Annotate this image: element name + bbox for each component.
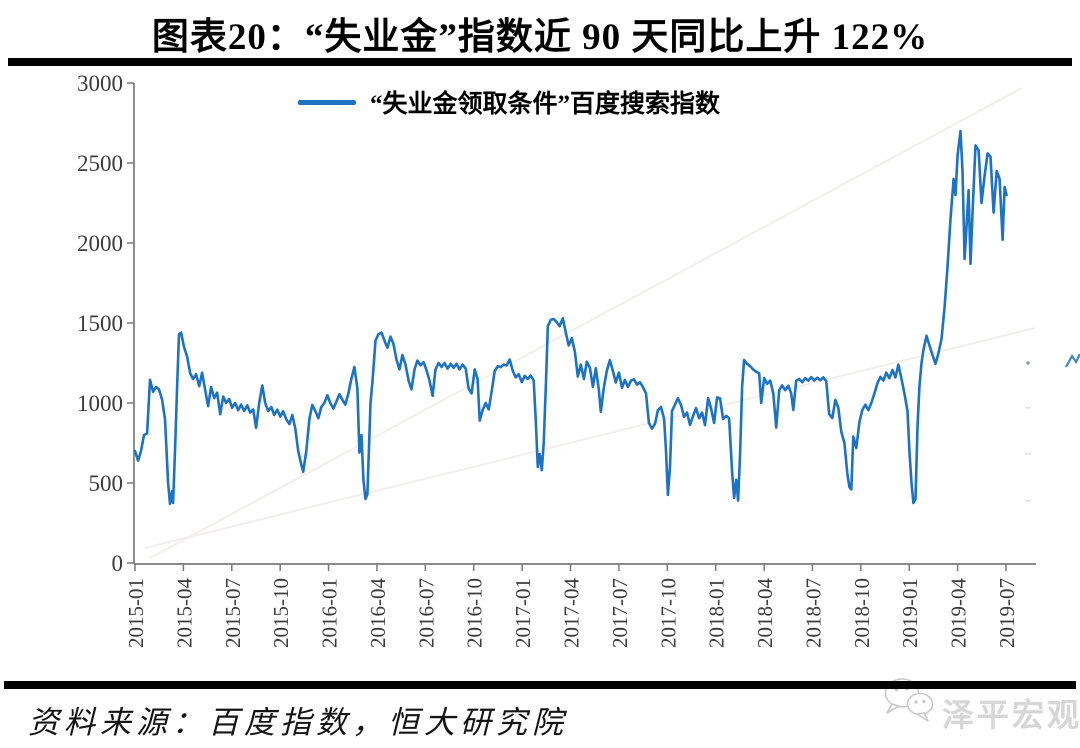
- y-axis-tick-label: 0: [112, 551, 124, 576]
- y-axis-tick-label: 2000: [77, 231, 123, 256]
- x-axis-tick-label: 2016-04: [366, 578, 390, 648]
- x-axis-tick-label: 2017-01: [511, 578, 535, 648]
- y-axis-tick-label: 500: [89, 471, 124, 496]
- top-divider: [8, 58, 1072, 66]
- brand-watermark: 泽平宏观: [878, 670, 1080, 740]
- x-axis-tick-label: 2019-07: [995, 578, 1019, 648]
- x-axis-tick-label: 2019-04: [947, 578, 971, 648]
- x-axis-tick-label: 2015-07: [221, 578, 245, 648]
- edge-fragment-line: [1065, 353, 1080, 368]
- x-axis-tick-label: 2018-07: [801, 578, 825, 648]
- x-axis-tick-label: 2015-10: [269, 578, 293, 648]
- x-axis-tick-label: 2018-04: [753, 578, 777, 648]
- legend-line-swatch: [298, 99, 356, 105]
- watermark-text: 泽平宏观: [942, 697, 1080, 733]
- source-note: 资料来源：百度指数，恒大研究院: [28, 705, 568, 740]
- x-axis-tick-label: 2017-10: [656, 578, 680, 648]
- y-axis-tick-label: 2500: [77, 151, 123, 176]
- y-axis-tick-label: 1500: [77, 311, 123, 336]
- x-axis-tick-label: 2016-01: [318, 578, 342, 648]
- x-axis-tick-label: 2017-07: [608, 578, 632, 648]
- series-line: [133, 129, 1008, 506]
- figure-title: 图表20：“失业金”指数近 90 天同比上升 122%: [151, 17, 929, 58]
- x-axis-tick-label: 2018-01: [705, 578, 729, 648]
- x-axis-tick-label: 2015-01: [124, 578, 148, 648]
- x-axis-tick-label: 2017-04: [560, 578, 584, 648]
- x-axis-tick-label: 2016-10: [463, 578, 487, 648]
- y-axis-tick-label: 1000: [77, 391, 123, 416]
- y-axis-tick-label: 3000: [77, 71, 123, 96]
- bottom-divider: [4, 681, 1076, 689]
- x-axis-tick-label: 2016-07: [414, 578, 438, 648]
- chart-legend: “失业金领取条件”百度搜索指数: [298, 84, 720, 120]
- x-axis-tick-label: 2019-01: [898, 578, 922, 648]
- legend-label: “失业金领取条件”百度搜索指数: [370, 91, 721, 118]
- x-axis-tick-label: 2018-10: [850, 578, 874, 648]
- x-axis-tick-label: 2015-04: [172, 578, 196, 648]
